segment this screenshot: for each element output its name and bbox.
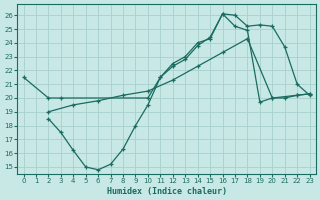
X-axis label: Humidex (Indice chaleur): Humidex (Indice chaleur) xyxy=(107,187,227,196)
